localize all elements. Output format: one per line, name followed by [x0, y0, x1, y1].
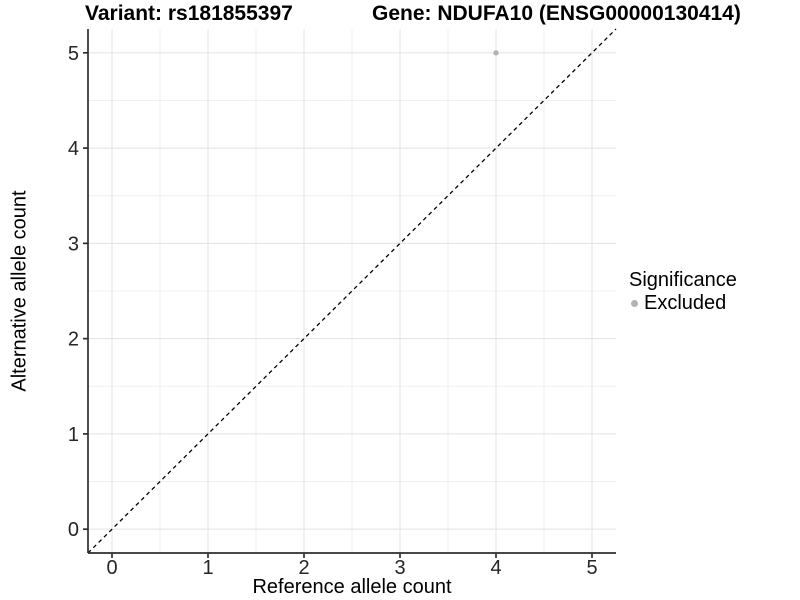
legend-title: Significance	[629, 269, 737, 291]
x-tick-label: 5	[586, 557, 597, 579]
plot-title-variant: Variant: rs181855397	[85, 2, 293, 25]
legend-item-excluded: Excluded	[629, 293, 737, 313]
x-tick-label: 0	[106, 557, 117, 579]
legend-item-label: Excluded	[644, 292, 727, 314]
y-axis-title: Alternative allele count	[8, 190, 31, 392]
x-axis-title: Reference allele count	[252, 576, 452, 598]
x-tick-label: 1	[202, 557, 213, 579]
y-tick-label: 3	[68, 233, 79, 255]
x-tick-label: 3	[394, 557, 405, 579]
y-tick-label: 4	[68, 138, 79, 160]
x-tick-label: 4	[490, 557, 501, 579]
legend: Significance Excluded	[629, 269, 737, 313]
x-tick-label: 2	[298, 557, 309, 579]
y-tick-label: 0	[68, 519, 79, 541]
identity-line	[87, 28, 617, 554]
plot-title-gene: Gene: NDUFA10 (ENSG00000130414)	[372, 2, 741, 25]
y-tick-label: 1	[68, 424, 79, 446]
data-point	[493, 50, 499, 56]
legend-marker-circle-icon	[631, 299, 638, 307]
y-tick-label: 2	[68, 329, 79, 351]
y-tick-label: 5	[68, 43, 79, 65]
